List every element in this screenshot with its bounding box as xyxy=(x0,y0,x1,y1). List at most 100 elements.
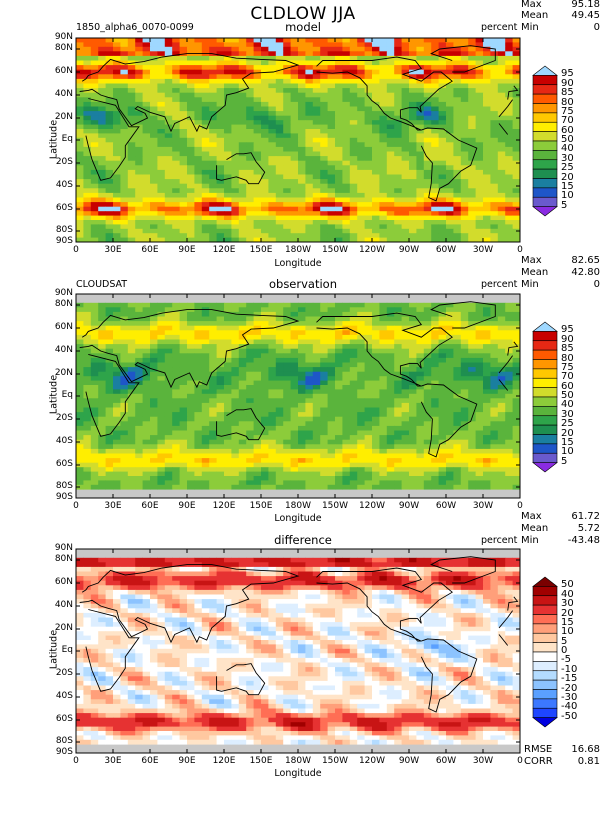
map-cell xyxy=(305,458,314,464)
map-cell xyxy=(379,192,388,198)
map-cell xyxy=(113,376,121,381)
map-cell xyxy=(342,416,351,422)
map-cell xyxy=(312,439,321,445)
map-cell xyxy=(379,353,388,359)
map-cell xyxy=(438,421,447,427)
map-cell xyxy=(483,453,491,459)
map-cell xyxy=(268,412,277,418)
map-cell xyxy=(312,202,321,208)
map-cell xyxy=(305,402,314,408)
map-cell xyxy=(283,115,291,121)
map-cell xyxy=(349,169,358,175)
map-cell xyxy=(483,316,491,322)
map-cell xyxy=(172,160,180,166)
map-cell xyxy=(409,348,417,354)
map-cell xyxy=(261,448,269,454)
map-cell xyxy=(305,129,314,134)
map-cell xyxy=(312,120,321,125)
map-cell xyxy=(431,302,439,308)
map-cell xyxy=(142,137,151,143)
map-cell xyxy=(468,206,476,212)
map-cell xyxy=(142,211,151,216)
map-cell xyxy=(379,42,388,48)
map-cell xyxy=(386,367,395,373)
map-cell xyxy=(105,233,114,238)
map-cell xyxy=(497,348,506,354)
map-cell xyxy=(460,380,469,386)
map-cell xyxy=(283,334,291,340)
map-cell xyxy=(335,92,343,98)
map-cell xyxy=(209,206,217,212)
map-cell xyxy=(305,78,314,84)
map-cell xyxy=(261,376,269,381)
map-cell xyxy=(201,362,210,368)
map-cell xyxy=(83,233,92,238)
map-cell xyxy=(127,302,136,308)
map-cell xyxy=(431,38,439,43)
map-cell xyxy=(335,444,343,450)
map-cell xyxy=(357,344,365,350)
map-cell xyxy=(76,215,84,221)
map-cell xyxy=(497,156,506,162)
map-cell xyxy=(179,362,188,368)
map-cell xyxy=(290,371,299,377)
map-cell xyxy=(283,325,291,331)
map-cell xyxy=(224,151,232,157)
map-cell xyxy=(401,211,410,216)
stat-min-value: -43.48 xyxy=(567,535,600,546)
map-cell xyxy=(261,334,269,340)
map-cell xyxy=(357,111,365,117)
map-cell xyxy=(172,321,180,327)
map-cell xyxy=(453,160,462,166)
map-cell xyxy=(364,385,373,390)
map-cell xyxy=(305,38,314,43)
map-cell xyxy=(364,51,373,57)
map-cell xyxy=(120,330,129,336)
map-cell xyxy=(224,197,232,203)
map-cell xyxy=(90,393,99,399)
map-cell xyxy=(216,334,225,340)
map-cell xyxy=(483,444,491,450)
map-cell xyxy=(409,188,417,194)
map-cell xyxy=(298,74,306,80)
map-cell xyxy=(497,302,506,308)
map-cell xyxy=(164,348,173,354)
map-cell xyxy=(164,448,173,454)
map-cell xyxy=(105,115,114,121)
map-cell xyxy=(423,348,432,354)
map-cell xyxy=(298,233,306,238)
map-cell xyxy=(327,115,336,121)
map-cell xyxy=(320,385,328,390)
map-cell xyxy=(275,60,284,66)
map-cell xyxy=(416,183,425,189)
map-cell xyxy=(268,42,277,48)
map-cell xyxy=(490,160,499,166)
map-cell xyxy=(231,302,240,308)
map-cell xyxy=(490,233,499,238)
map-cell xyxy=(512,146,521,152)
map-cell xyxy=(438,101,447,107)
map-cell xyxy=(438,156,447,162)
map-cell xyxy=(261,344,269,350)
map-cell xyxy=(349,142,358,148)
map-cell xyxy=(431,462,439,468)
map-cell xyxy=(490,129,499,134)
map-cell xyxy=(483,78,491,84)
map-cell xyxy=(224,38,232,43)
map-cell xyxy=(423,458,432,464)
map-cell xyxy=(275,88,284,94)
map-cell xyxy=(409,202,417,208)
map-cell xyxy=(335,330,343,336)
map-cell xyxy=(327,88,336,94)
map-cell xyxy=(312,321,321,327)
map-cell xyxy=(460,237,469,243)
map-cell xyxy=(194,316,203,322)
map-cell xyxy=(142,416,151,422)
map-cell xyxy=(497,42,506,48)
map-cell xyxy=(327,38,336,43)
map-cell xyxy=(76,380,84,386)
map-cell xyxy=(409,60,417,66)
map-cell xyxy=(438,393,447,399)
map-cell xyxy=(187,156,195,162)
map-cell xyxy=(164,160,173,166)
